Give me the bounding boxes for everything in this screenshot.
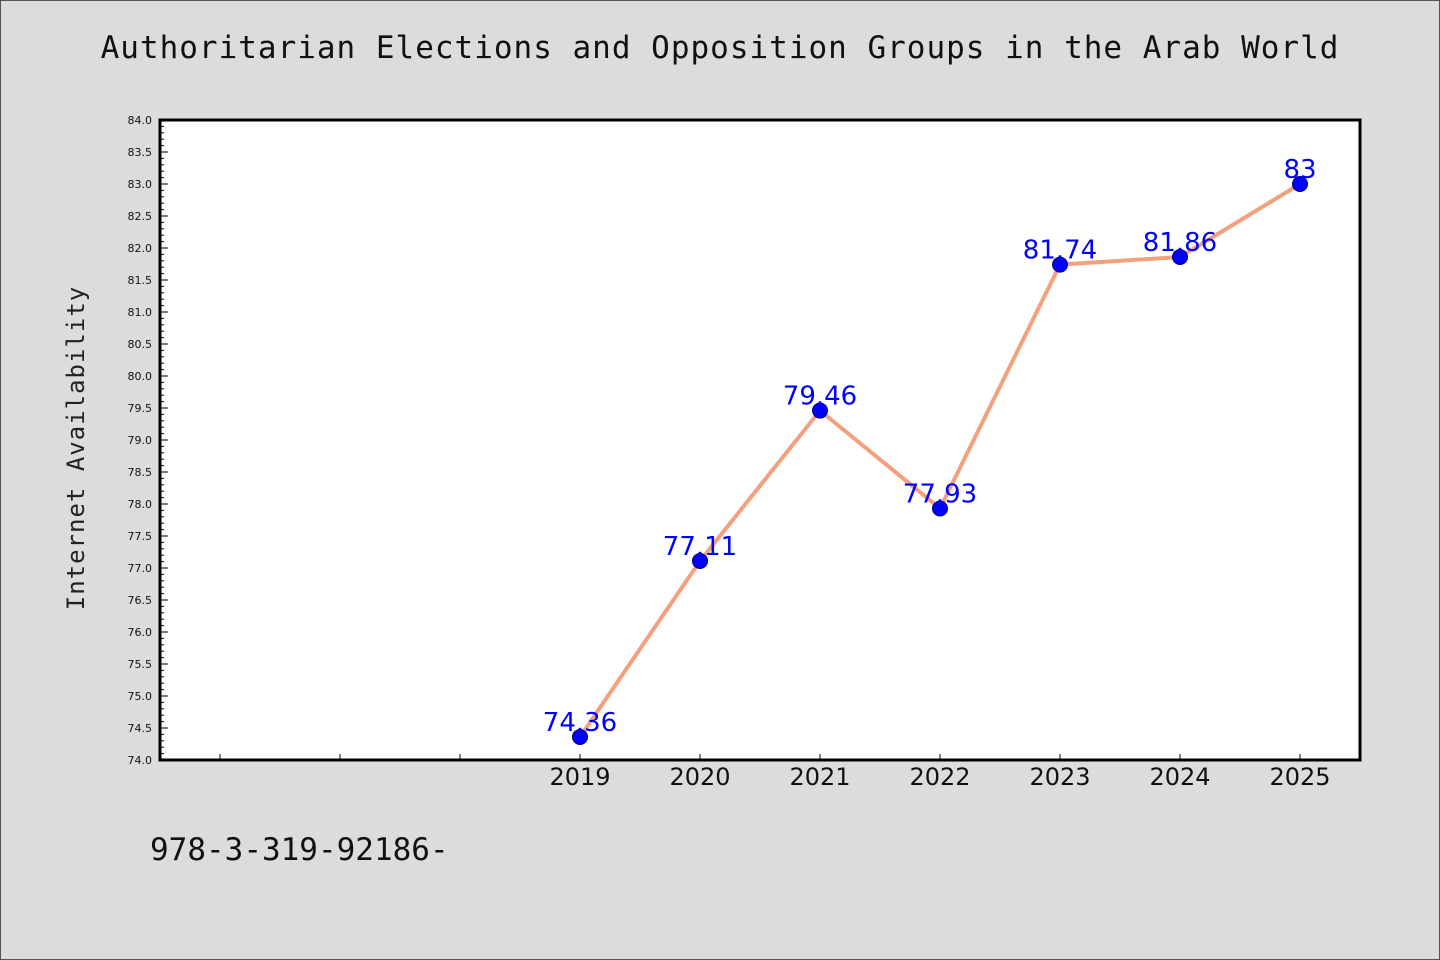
y-tick-label: 77.5 [128,530,153,543]
y-tick-label: 81.0 [128,306,153,319]
series-layer [572,176,1308,745]
y-tick-label: 82.5 [128,210,153,223]
y-tick-label: 74.0 [128,754,153,767]
y-tick-label: 77.0 [128,562,153,575]
data-point-label: 77.11 [663,532,737,562]
data-point-label: 74.36 [543,708,617,738]
data-point-marker [932,500,948,517]
footnote-text: 978-3-319-92186- [150,832,449,868]
data-label-layer: 74.36 77.11 79.46 77.93 81.74 81.86 83 [543,155,1317,738]
y-tick-label: 75.5 [128,658,153,671]
plot-area [158,118,1362,762]
x-tick-label: 2020 [669,763,730,791]
x-tick-label: 2022 [909,763,970,791]
y-tick-label: 78.0 [128,498,153,511]
y-tick-label: 83.5 [128,146,153,159]
data-point-label: 83 [1283,155,1316,185]
y-tick-label: 79.5 [128,402,153,415]
data-point-marker [812,402,828,419]
x-tick-label: 2021 [789,763,850,791]
y-tick-label: 76.0 [128,626,153,639]
y-tick-label: 75.0 [128,690,153,703]
data-point-marker [572,728,588,745]
y-tick-label: 76.5 [128,594,153,607]
y-tick-label: 82.0 [128,242,153,255]
y-tick-label: 79.0 [128,434,153,447]
data-point-marker [1292,176,1308,192]
x-tick-label: 2025 [1269,763,1330,791]
y-tick-label: 83.0 [128,178,153,191]
data-point-label: 81.86 [1143,228,1217,258]
y-tick-label: 80.5 [128,338,153,351]
data-point-marker [1172,248,1188,265]
data-point-label: 81.74 [1023,236,1097,266]
chart-title: Authoritarian Elections and Opposition G… [100,30,1340,66]
data-point-marker [1052,256,1068,273]
x-axis-ticks: 2019 2020 2021 2022 2023 2024 2025 [219,754,1331,791]
data-point-label: 79.46 [783,382,857,412]
data-point-label: 77.93 [903,479,977,509]
x-tick-label: 2019 [549,763,610,791]
y-axis-ticks: 74.0 74.5 75.0 75.5 76.0 76.5 77.0 77.5 78.0 78.5… [128,114,168,767]
data-point-marker [692,552,708,569]
y-tick-label: 84.0 [128,114,153,127]
x-tick-label: 2023 [1029,763,1090,791]
x-tick-label: 2024 [1149,763,1210,791]
y-tick-label: 78.5 [128,466,153,479]
y-tick-label: 74.5 [128,722,153,735]
y-tick-label: 80.0 [128,370,153,383]
y-tick-label: 81.5 [128,274,153,287]
